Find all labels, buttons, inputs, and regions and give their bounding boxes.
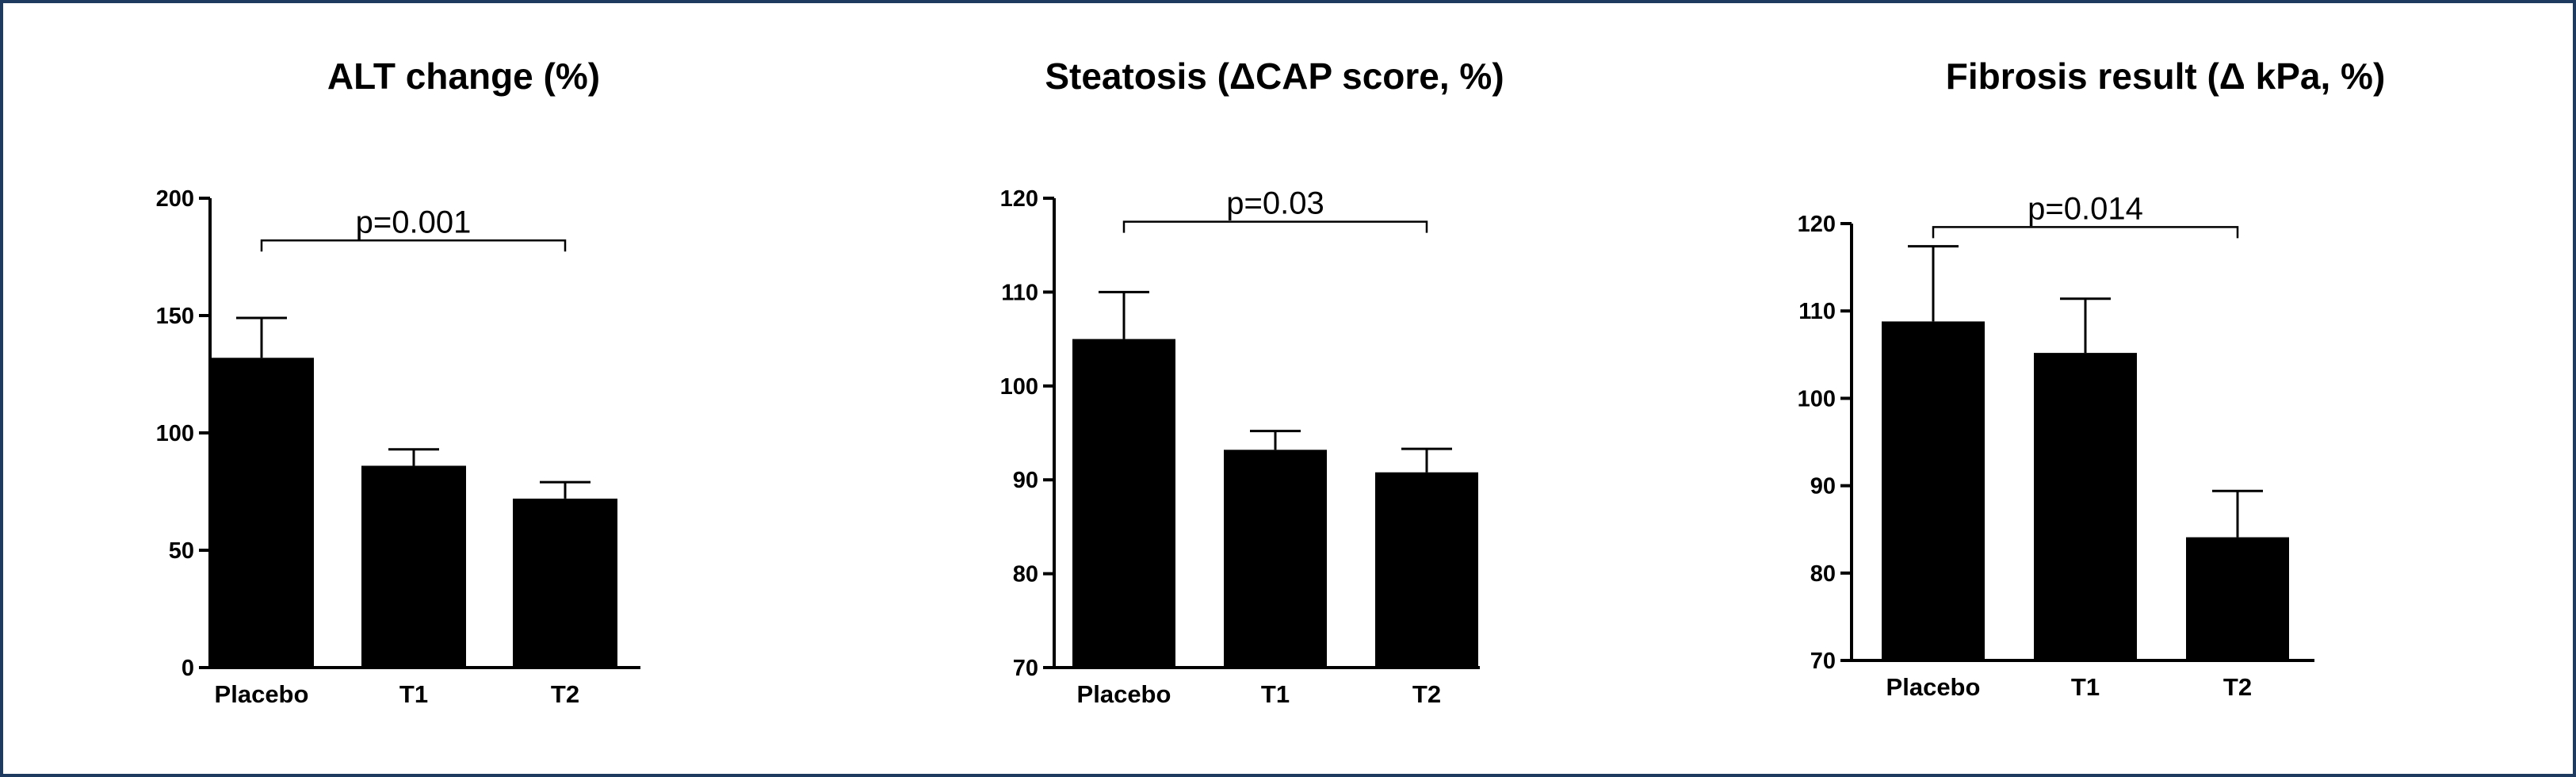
y-tick-label: 100: [1000, 374, 1038, 400]
category-label: Placebo: [1886, 673, 1981, 701]
y-tick-label: 120: [1798, 212, 1836, 237]
bar-t1: [2034, 353, 2137, 660]
category-label: T2: [1412, 680, 1441, 708]
significance-bracket: [1932, 226, 2239, 239]
y-tick-label: 0: [182, 656, 194, 681]
y-tick-label: 80: [1013, 562, 1038, 588]
chart-title: ALT change (%): [327, 56, 600, 97]
y-tick-label: 100: [156, 421, 194, 446]
chart-panel-2: Steatosis (ΔCAP score, %) 70 80 90 100 110 120…: [1000, 56, 1504, 708]
p-value-label: p=0.001: [356, 205, 472, 239]
y-tick-label: 110: [1001, 280, 1038, 305]
category-label: T1: [1261, 680, 1290, 708]
bar-placebo: [1882, 321, 1985, 660]
y-tick-label: 70: [1013, 656, 1038, 681]
category-label: T2: [551, 680, 579, 708]
bar-t2: [513, 498, 617, 668]
chart-title: Steatosis (ΔCAP score, %): [1045, 56, 1504, 97]
y-tick-label: 200: [156, 186, 194, 212]
y-tick-label: 50: [169, 538, 194, 564]
y-tick-label: 120: [1000, 186, 1038, 212]
significance-bracket: [260, 239, 567, 252]
bar-t1: [361, 465, 466, 668]
chart-panel-1: ALT change (%) 0 50 100 150 200 Placebo T1 T2 p=0…: [156, 56, 640, 708]
bar-t2: [1375, 472, 1478, 668]
bar-t2: [2186, 537, 2289, 660]
bar-placebo: [1072, 339, 1175, 668]
y-tick-label: 90: [1013, 468, 1038, 493]
y-tick-label: 90: [1810, 474, 1836, 500]
y-tick-label: 100: [1798, 386, 1836, 411]
y-tick-label: 80: [1810, 561, 1836, 587]
chart-panel-3: Fibrosis result (Δ kPa, %) 70 80 90 100 110 12…: [1798, 56, 2386, 701]
chart-title: Fibrosis result (Δ kPa, %): [1946, 56, 2386, 97]
p-value-label: p=0.03: [1226, 186, 1324, 221]
p-value-label: p=0.014: [2028, 191, 2143, 226]
category-label: Placebo: [1077, 680, 1171, 708]
bar-t1: [1224, 450, 1327, 668]
category-label: T1: [399, 680, 428, 708]
category-label: T1: [2071, 673, 2100, 701]
category-label: T2: [2223, 673, 2252, 701]
category-label: Placebo: [215, 680, 309, 708]
significance-bracket: [1122, 220, 1428, 233]
y-tick-label: 110: [1798, 299, 1836, 324]
bar-placebo: [209, 358, 314, 668]
y-tick-label: 150: [156, 304, 194, 329]
y-tick-label: 70: [1810, 649, 1836, 674]
